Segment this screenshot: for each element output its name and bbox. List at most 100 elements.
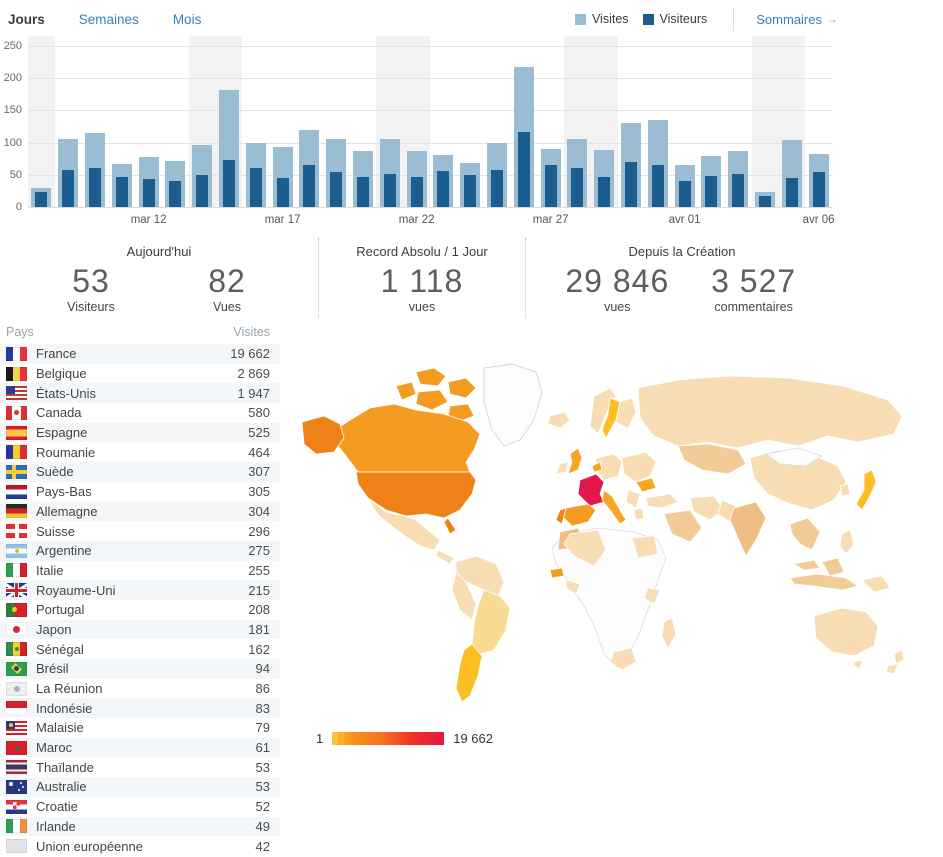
visiteurs-bar[interactable] [249,168,262,207]
visiteurs-bar[interactable] [223,160,235,207]
map-east-africa [643,587,661,605]
map-argentina [455,643,483,703]
chart-legend: Visites Visiteurs Sommaires → [561,7,838,31]
visiteurs-bar[interactable] [464,174,477,207]
visiteurs-bar[interactable] [625,161,637,207]
visiteurs-bar[interactable] [276,178,289,207]
visiteurs-bar[interactable] [115,177,128,207]
summary-stats: Aujourd'hui 53 Visiteurs 82 Vues Record … [0,238,838,318]
y-axis-label: 0 [15,201,22,213]
map-mexico [369,498,441,551]
visiteurs-bar[interactable] [89,168,101,207]
country-row: Japon 181 [0,619,280,640]
country-visits-value: 255 [248,562,270,578]
map-romania [635,477,657,493]
map-usa [355,471,477,535]
map-canada [325,403,481,473]
country-name: Australie [36,779,87,795]
gridline [28,46,832,47]
visiteurs-bar[interactable] [196,175,209,207]
visiteurs-bar[interactable] [410,177,423,207]
flag-th-icon [6,760,27,775]
flag-hr-icon [6,799,27,814]
flag-pt-icon [6,602,27,617]
flag-emblem [14,745,19,750]
flag-emblem [18,789,21,792]
visiteurs-bar[interactable] [759,196,771,207]
visiteurs-bar[interactable] [571,167,584,207]
visiteurs-bar[interactable] [598,176,611,207]
country-name: Argentine [36,543,92,559]
country-visits-value: 305 [248,484,270,500]
legend-visites[interactable]: Visites [574,12,629,26]
stat-value: 1 118 [380,263,464,299]
map-south-africa [609,647,637,671]
legend-visiteurs[interactable]: Visiteurs [642,12,707,26]
country-row: France 19 662 [0,344,280,364]
map-spain [561,503,597,527]
map-central-america [435,549,455,565]
country-row: Italie 255 [0,561,280,581]
country-visits-value: 296 [248,523,270,539]
stat-alltime-views: 29 846 vues [565,263,669,314]
tab-mois[interactable]: Mois [172,11,202,27]
stat-label: vues [408,300,436,314]
visiteurs-swatch-icon [642,13,654,25]
flag-ie-icon [6,819,27,834]
visiteurs-bar[interactable] [544,164,557,207]
country-row: Allemagne 304 [0,501,280,522]
country-visits-value: 49 [255,818,270,834]
country-name: Japon [36,621,72,637]
country-row: Belgique 2 869 [0,364,280,384]
visiteurs-bar[interactable] [35,192,48,207]
visiteurs-bar[interactable] [678,180,691,207]
country-visits-value: 307 [248,464,270,480]
flag-ma-icon [6,740,27,755]
country-row: Thaïlande 53 [0,757,280,777]
visiteurs-bar[interactable] [62,170,75,207]
country-name: La Réunion [36,681,103,697]
visiteurs-bar[interactable] [303,164,316,207]
visiteurs-bar[interactable] [812,171,825,207]
visiteurs-bar[interactable] [330,171,343,207]
country-name: États-Unis [36,385,96,401]
visiteurs-bar[interactable] [437,170,450,207]
visiteurs-bar[interactable] [142,178,155,207]
tab-jours[interactable]: Jours [8,11,45,27]
country-name: Irlande [36,818,76,834]
country-row: Pays-Bas 305 [0,482,280,502]
flag-ch-icon [6,524,27,539]
visiteurs-bar[interactable] [705,176,718,207]
flag-emblem [8,722,13,727]
map-iceland [547,411,571,429]
country-visits-value: 580 [248,405,270,421]
visiteurs-bar[interactable] [383,173,396,207]
country-visits-value: 42 [255,838,270,854]
map-balkans [625,489,645,521]
visiteurs-bar[interactable] [357,176,369,207]
country-name: Allemagne [36,503,98,519]
x-axis-tick-label: mar 17 [264,214,301,226]
tab-semaines[interactable]: Semaines [78,11,139,27]
map-japan [855,469,877,511]
visiteurs-bar[interactable] [732,173,745,207]
visiteurs-bar[interactable] [491,170,503,207]
country-row: Roumanie 464 [0,442,280,462]
stat-today-views: 82 Vues [182,263,272,314]
visiteurs-bar[interactable] [169,181,182,207]
country-name: Malaisie [36,720,84,736]
world-map-module: 1 19 662 [280,322,943,856]
flag-es-icon [6,425,27,440]
world-map[interactable] [298,358,918,718]
country-visits-value: 304 [248,503,270,519]
visiteurs-bar[interactable] [785,178,798,207]
country-name: Indonésie [36,700,93,716]
visiteurs-bar[interactable] [651,165,664,207]
chart-plot-area: 0 50 100 150 200 250 mar 12 mar 17 mar 22 mar 27 a… [4,36,835,226]
sommaires-link[interactable]: Sommaires → [756,12,838,27]
visiteurs-bar[interactable] [517,132,530,207]
flag-se-icon [6,464,27,479]
country-name: Sénégal [36,641,84,657]
country-row: Croatie 52 [0,797,280,817]
